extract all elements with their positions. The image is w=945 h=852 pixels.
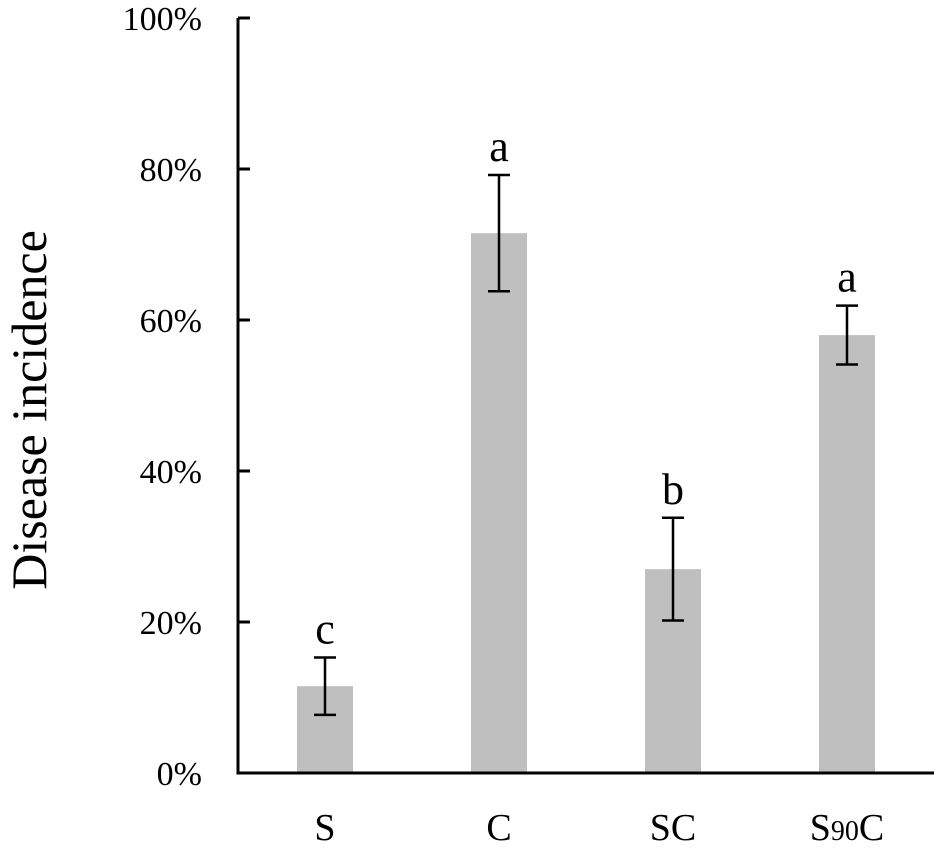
y-tick-label: 0% — [157, 756, 202, 793]
category-text: C — [486, 807, 511, 849]
x-category-label: S — [314, 807, 335, 849]
bar-s90c — [819, 335, 875, 773]
significance-letter: a — [489, 122, 509, 171]
x-category-label: C — [486, 807, 511, 849]
y-tick-label: 20% — [140, 605, 202, 642]
y-axis-label: Disease incidence — [1, 230, 57, 590]
category-text-tail: C — [859, 807, 884, 849]
significance-labels: c a b a — [315, 122, 857, 653]
y-tick-label: 80% — [140, 152, 202, 189]
y-axis-ticks: 0% 20% 40% 60% 80% 100% — [123, 1, 250, 793]
category-subscript: 90 — [831, 816, 859, 847]
x-category-label: S90C — [810, 807, 885, 849]
y-tick-label: 100% — [123, 1, 202, 38]
significance-letter: c — [315, 604, 335, 653]
x-category-label: SC — [650, 807, 696, 849]
bar-c — [471, 233, 527, 774]
significance-letter: b — [662, 465, 684, 514]
y-tick-label: 40% — [140, 454, 202, 491]
error-bars-group — [314, 173, 858, 717]
category-text: S — [810, 807, 831, 849]
bars-group — [297, 233, 875, 774]
category-text: S — [314, 807, 335, 849]
category-labels: S C SC S90C — [314, 807, 884, 849]
y-tick-label: 60% — [140, 303, 202, 340]
category-text: SC — [650, 807, 696, 849]
significance-letter: a — [837, 253, 857, 302]
